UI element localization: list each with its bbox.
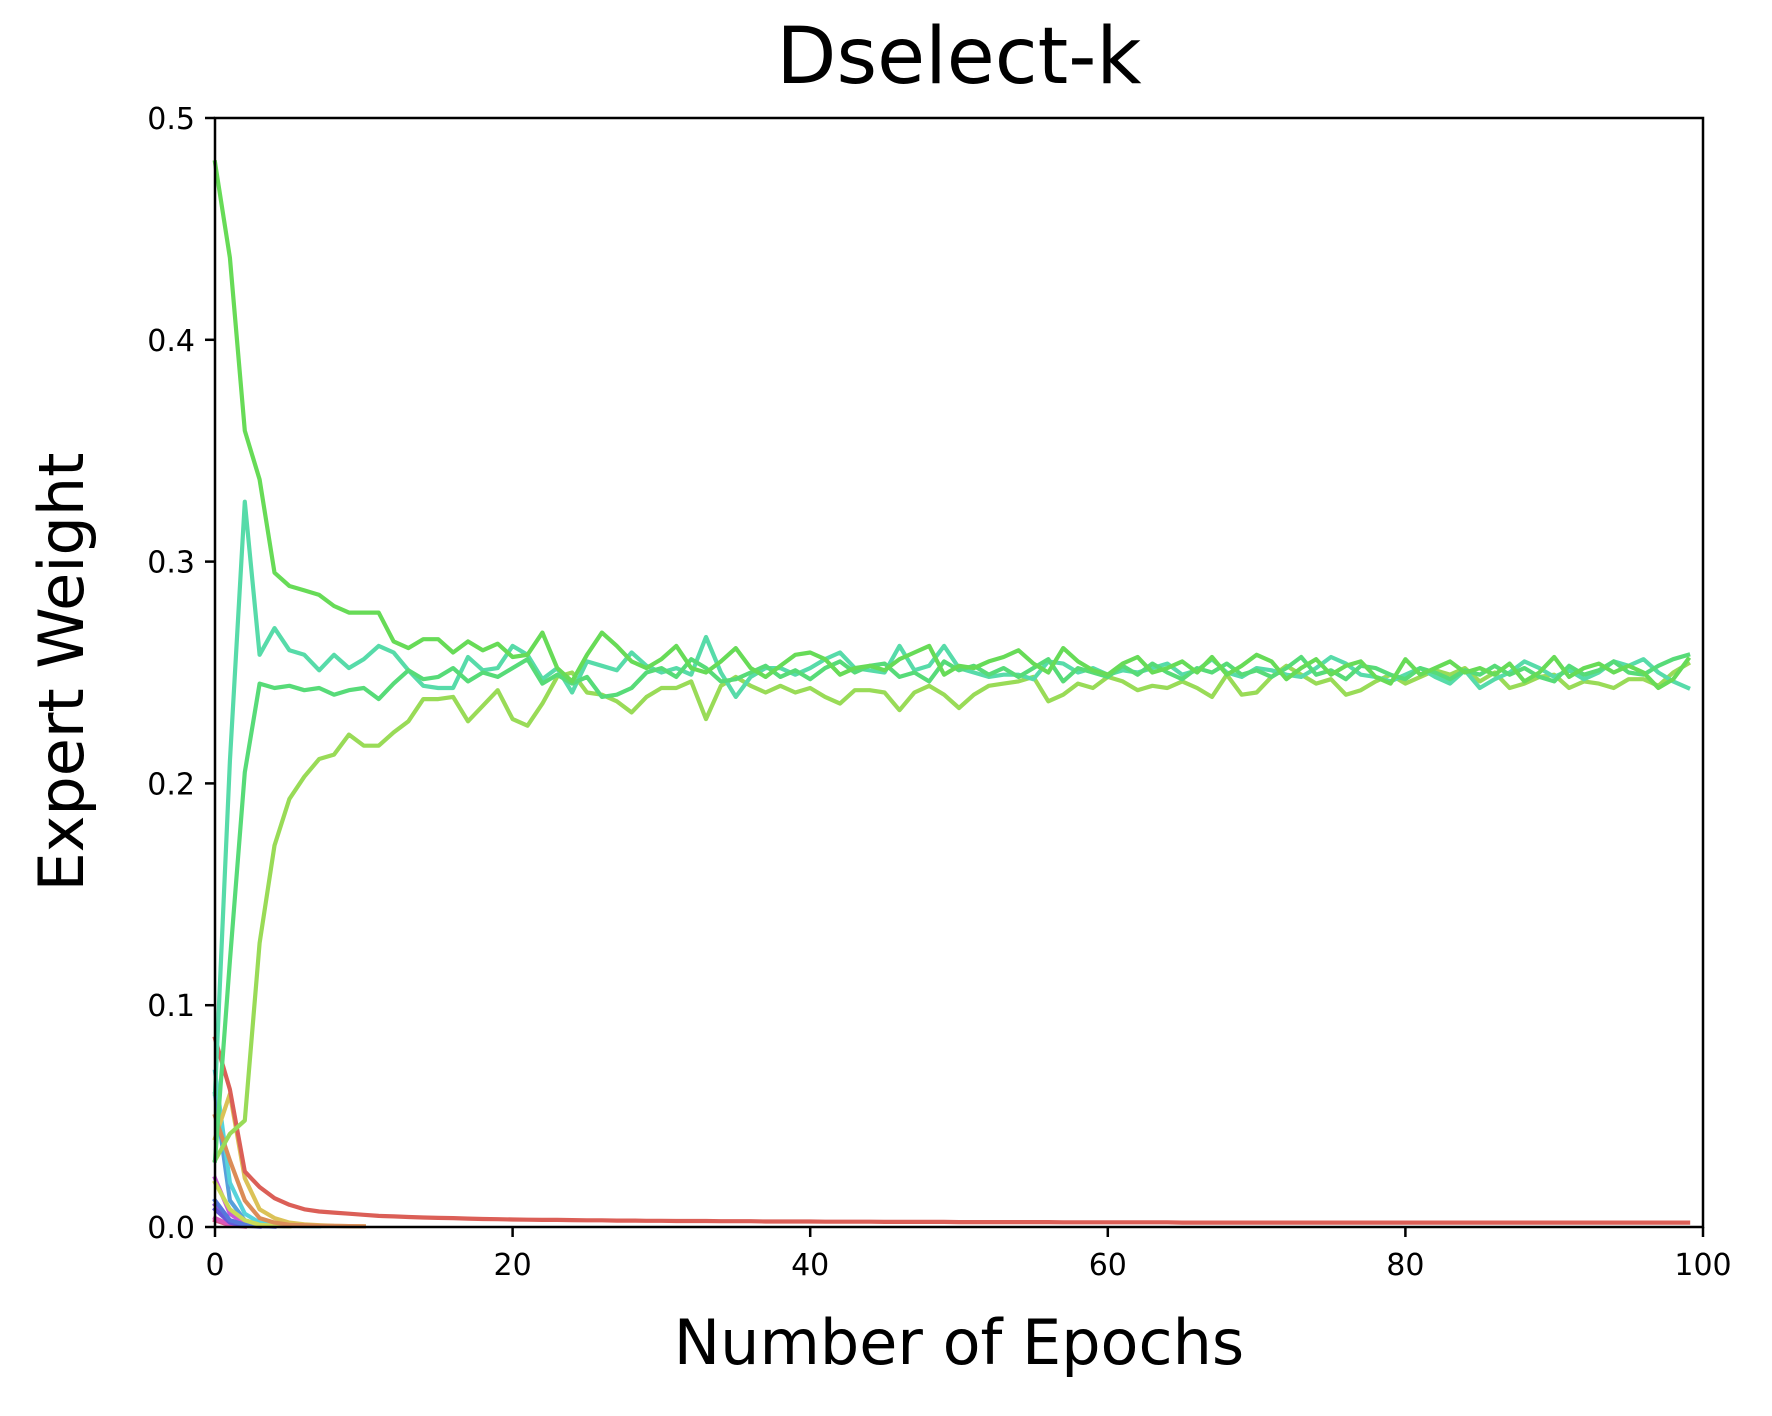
y-tick-label: 0.5 (147, 102, 195, 137)
x-axis-ticks: 0 20 40 60 80 100 (205, 1227, 1732, 1283)
x-tick-label: 0 (205, 1248, 224, 1283)
y-tick-label: 0.4 (147, 324, 195, 359)
series-line-expert_5 (212, 160, 1692, 691)
plot-frame (213, 116, 1705, 1229)
y-tick-label: 0.0 (147, 1211, 195, 1246)
series-line-expert_6 (212, 652, 1691, 1163)
y-tick-label: 0.1 (147, 989, 195, 1024)
chart-title: Dselect-k (776, 12, 1142, 102)
y-axis-ticks: 0.0 0.1 0.2 0.3 0.4 0.5 (147, 102, 215, 1246)
series-line-expert_7 (212, 499, 1691, 1097)
x-tick-label: 100 (1674, 1248, 1731, 1283)
y-tick-label: 0.2 (147, 767, 195, 802)
series-line-expert_0 (212, 1035, 1691, 1225)
x-tick-label: 40 (791, 1248, 829, 1283)
x-tick-label: 80 (1386, 1248, 1424, 1283)
x-tick-label: 20 (494, 1248, 532, 1283)
series-lines (212, 160, 1692, 1229)
series-line-expert_4 (212, 660, 1691, 1164)
x-tick-label: 60 (1089, 1248, 1127, 1283)
y-tick-label: 0.3 (147, 546, 195, 581)
x-axis-label: Number of Epochs (673, 1306, 1245, 1379)
